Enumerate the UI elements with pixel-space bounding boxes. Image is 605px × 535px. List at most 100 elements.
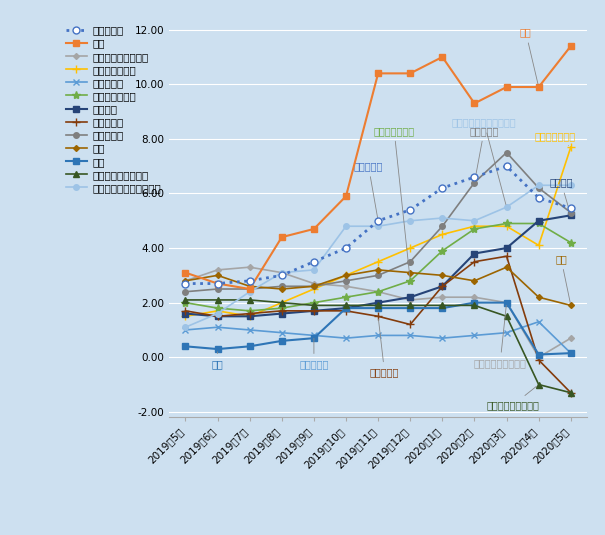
被服および履物: [439, 231, 446, 238]
アルコール・タバコ: [278, 270, 286, 276]
Line: レストラン・ホテル: レストラン・ホテル: [183, 297, 574, 395]
家具・家事用品: [439, 248, 446, 254]
その他の商品・サービス: [374, 223, 382, 230]
食料: [374, 70, 382, 77]
住居・水道: [374, 332, 382, 339]
住居・水道: [182, 327, 189, 333]
インフレ率: [342, 245, 350, 251]
家具・家事用品: [407, 278, 414, 284]
交通・輸送: [503, 253, 510, 259]
レストラン・ホテル: [503, 313, 510, 319]
食料: [471, 100, 478, 106]
Line: その他の商品・サービス: その他の商品・サービス: [183, 182, 574, 330]
保健医療: [567, 212, 574, 218]
交通・輸送: [535, 357, 542, 363]
食料: [567, 43, 574, 49]
その他の商品・サービス: [439, 215, 446, 221]
教育: [439, 305, 446, 311]
交通・輸送: [407, 322, 414, 328]
レストラン・ホテル: [535, 381, 542, 388]
家具・家事用品: [535, 220, 542, 227]
レストラン・ホテル: [310, 302, 318, 309]
郵便・通信: [567, 209, 574, 216]
Line: 教育: 教育: [183, 300, 574, 357]
食料: [214, 280, 221, 287]
その他の商品・サービス: [535, 182, 542, 188]
郵便・通信: [278, 283, 286, 289]
インフレ率: [310, 258, 318, 265]
娯楽: [374, 266, 382, 273]
保健医療: [278, 310, 286, 317]
保健医療: [407, 294, 414, 301]
インフレ率: [503, 163, 510, 170]
インフレ率: [214, 280, 221, 287]
娯楽: [246, 283, 253, 289]
Line: 保健医療: 保健医療: [183, 212, 574, 319]
郵便・通信: [310, 283, 318, 289]
教育: [182, 343, 189, 349]
住居・水道: [535, 318, 542, 325]
住居・水道: [310, 332, 318, 339]
被服および履物: [214, 308, 221, 314]
交通・輸送: [439, 283, 446, 289]
交通・輸送: [310, 308, 318, 314]
アルコール・タバコ: [535, 354, 542, 361]
インフレ率: [182, 280, 189, 287]
娯楽: [310, 283, 318, 289]
レストラン・ホテル: [439, 302, 446, 309]
Line: 家具・家事用品: 家具・家事用品: [182, 219, 575, 315]
Text: 家具・家事用品: 家具・家事用品: [374, 126, 415, 278]
Text: 住居・水道: 住居・水道: [299, 338, 329, 369]
娯楽: [407, 270, 414, 276]
アルコール・タバコ: [310, 280, 318, 287]
アルコール・タバコ: [374, 288, 382, 295]
Text: 教育: 教育: [212, 352, 223, 369]
交通・輸送: [374, 313, 382, 319]
Line: 娯楽: 娯楽: [183, 265, 573, 308]
その他の商品・サービス: [246, 288, 253, 295]
レストラン・ホテル: [374, 302, 382, 309]
郵便・通信: [182, 288, 189, 295]
保健医療: [471, 250, 478, 257]
被服および履物: [278, 300, 286, 306]
郵便・通信: [471, 179, 478, 186]
Text: 交通・輸送: 交通・輸送: [370, 319, 399, 377]
Line: インフレ率: インフレ率: [182, 163, 574, 287]
教育: [246, 343, 253, 349]
アルコール・タバコ: [567, 335, 574, 341]
教育: [471, 300, 478, 306]
アルコール・タバコ: [407, 297, 414, 303]
食料: [342, 193, 350, 200]
家具・家事用品: [342, 294, 350, 301]
レストラン・ホテル: [342, 302, 350, 309]
娯楽: [535, 294, 542, 301]
郵便・通信: [407, 258, 414, 265]
交通・輸送: [471, 258, 478, 265]
レストラン・ホテル: [246, 297, 253, 303]
住居・水道: [407, 332, 414, 339]
アルコール・タバコ: [471, 294, 478, 301]
その他の商品・サービス: [342, 223, 350, 230]
Text: その他の商品・サービス: その他の商品・サービス: [452, 118, 517, 204]
食料: [407, 70, 414, 77]
Text: レストラン・ホテル: レストラン・ホテル: [486, 386, 540, 410]
住居・水道: [246, 327, 253, 333]
Text: 保健医療: 保健医療: [549, 178, 573, 212]
交通・輸送: [246, 310, 253, 317]
Text: 娯楽: 娯楽: [555, 254, 571, 303]
教育: [407, 305, 414, 311]
被服および履物: [503, 223, 510, 230]
レストラン・ホテル: [214, 297, 221, 303]
教育: [310, 335, 318, 341]
娯楽: [439, 272, 446, 279]
教育: [567, 350, 574, 356]
交通・輸送: [342, 308, 350, 314]
食料: [439, 54, 446, 60]
保健医療: [374, 300, 382, 306]
保健医療: [246, 313, 253, 319]
交通・輸送: [567, 389, 574, 396]
レストラン・ホテル: [567, 389, 574, 396]
アルコール・タバコ: [503, 300, 510, 306]
食料: [310, 226, 318, 232]
Line: 被服および履物: 被服および履物: [182, 143, 575, 320]
